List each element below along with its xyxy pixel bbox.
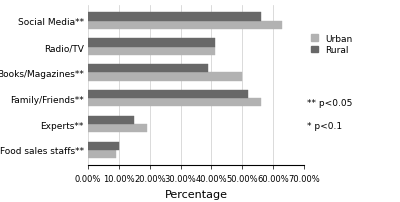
Text: * p<0.1: * p<0.1 [306, 121, 342, 130]
Bar [88, 22, 282, 30]
Bar [88, 47, 214, 56]
Text: ** p<0.05: ** p<0.05 [306, 99, 352, 108]
Bar [88, 13, 261, 22]
Bar [88, 99, 261, 107]
Bar [88, 90, 248, 99]
Legend: Urban, Rural: Urban, Rural [311, 35, 352, 55]
X-axis label: Percentage: Percentage [164, 189, 228, 199]
Bar [88, 73, 242, 81]
Bar [88, 65, 208, 73]
Bar [88, 39, 214, 47]
Bar [88, 116, 134, 124]
Bar [88, 124, 147, 133]
Bar [88, 142, 119, 150]
Bar [88, 150, 116, 158]
